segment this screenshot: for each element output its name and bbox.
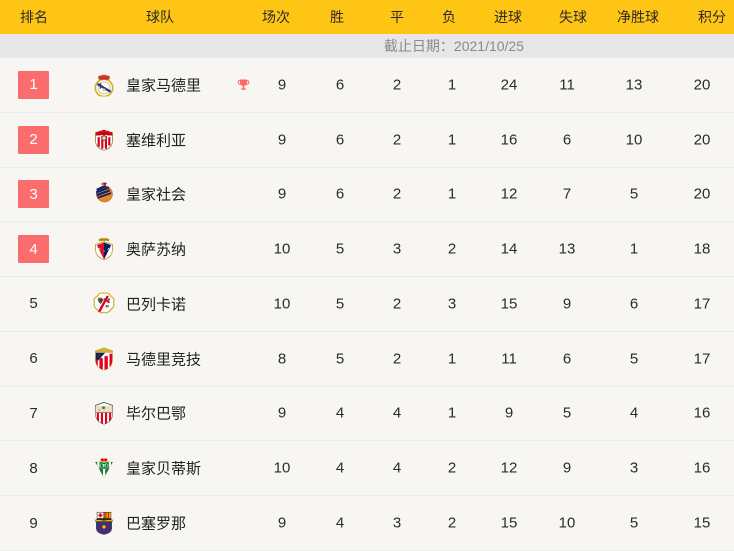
svg-text:M: M [106,304,109,308]
svg-text:E: E [103,87,106,92]
svg-text:R: R [108,298,111,302]
